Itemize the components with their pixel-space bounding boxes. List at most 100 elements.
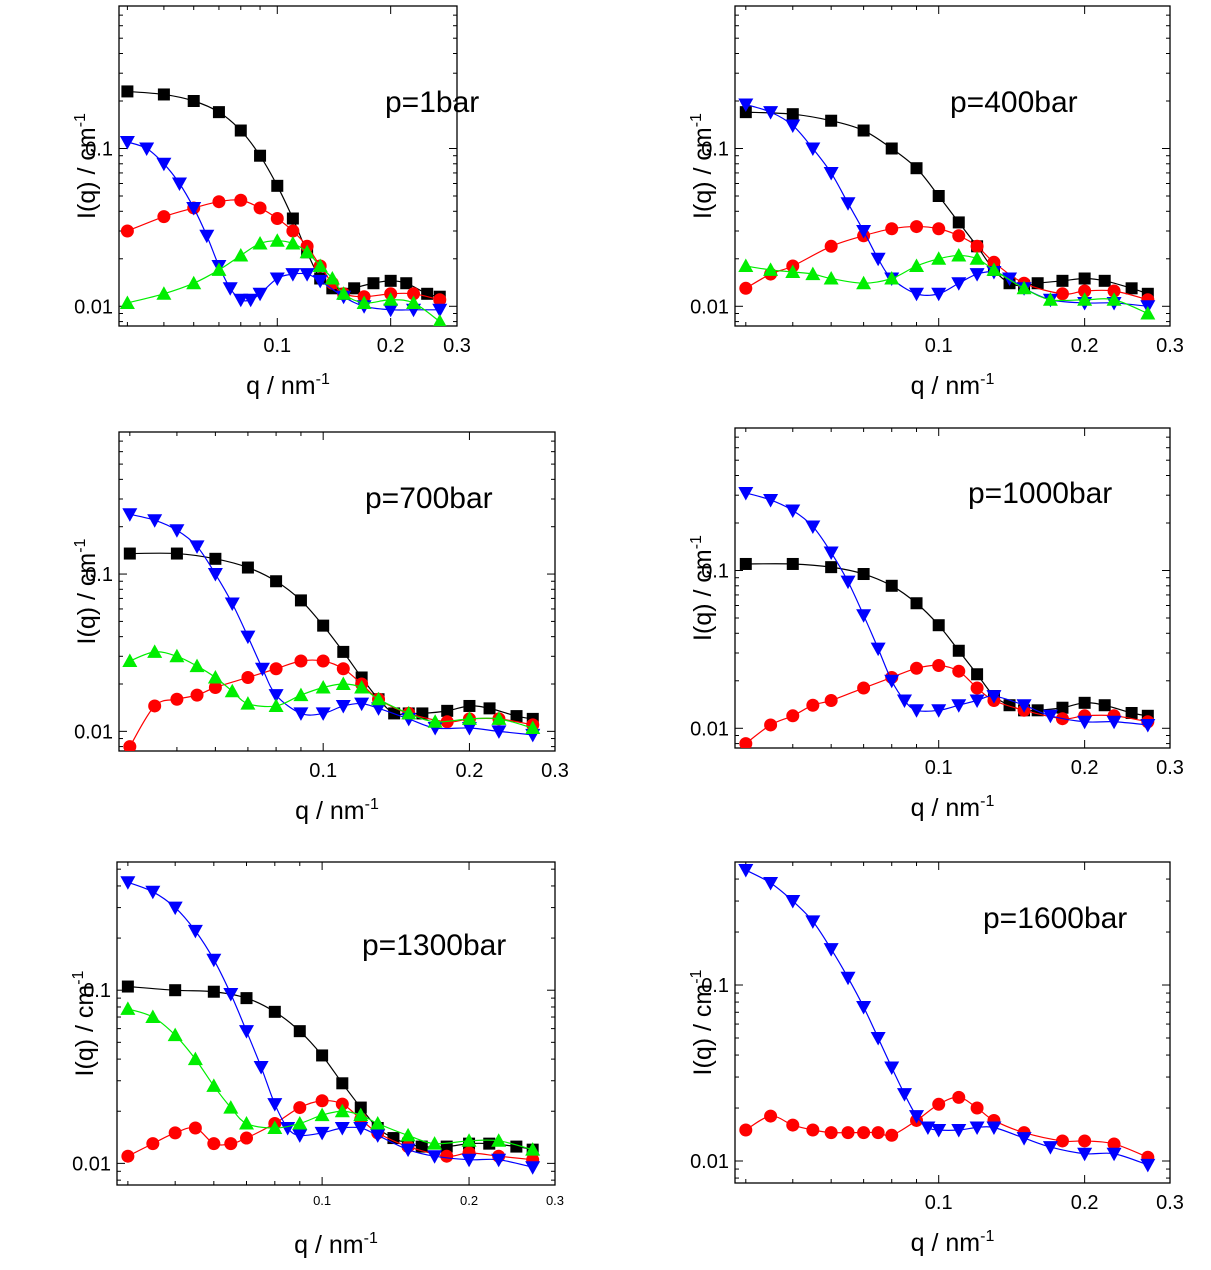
data-point xyxy=(952,216,965,229)
chart-panel-p400bar: p=400bar I(q) / cm-1 q / nm-1 0.1 0.2 0.3 0… xyxy=(688,5,1184,400)
data-point xyxy=(427,1136,443,1150)
data-point xyxy=(243,293,259,308)
data-point xyxy=(885,142,898,155)
data-point xyxy=(432,303,448,318)
data-point xyxy=(841,1126,855,1140)
data-point xyxy=(884,674,900,689)
data-point xyxy=(241,670,255,684)
panel-title: p=1bar xyxy=(385,86,479,119)
data-point xyxy=(190,688,204,702)
data-point xyxy=(224,597,240,611)
data-point xyxy=(223,988,239,1002)
y-axis-label: I(q) / cm-1 xyxy=(688,113,717,219)
data-point xyxy=(254,662,270,677)
data-point xyxy=(207,669,223,684)
data-point xyxy=(170,547,183,560)
series-triangle-down xyxy=(122,508,541,743)
series-square xyxy=(123,547,539,725)
chart-panel-p1300bar: p=1300bar I(q) / cm-1 q / nm-1 0.1 0.2 0.3… xyxy=(70,861,564,1259)
data-point xyxy=(268,1005,281,1018)
fit-line xyxy=(745,225,1148,301)
data-point xyxy=(805,266,821,281)
data-point xyxy=(316,1049,329,1062)
data-point xyxy=(299,268,315,282)
data-point xyxy=(510,710,523,723)
data-point xyxy=(1077,1147,1093,1162)
data-point xyxy=(324,271,340,285)
data-point xyxy=(525,720,541,735)
data-point xyxy=(267,1098,283,1112)
x-tick-label: 0.1 xyxy=(309,760,337,782)
data-point xyxy=(491,711,507,725)
data-point xyxy=(785,119,801,133)
series-square xyxy=(739,557,1154,722)
data-point xyxy=(1056,701,1069,714)
data-point xyxy=(1098,699,1111,712)
data-point xyxy=(123,547,136,560)
data-point xyxy=(268,689,284,703)
data-point xyxy=(240,1131,254,1145)
data-point xyxy=(1042,709,1058,724)
y-tick-label: 0.1 xyxy=(701,560,729,582)
data-point xyxy=(1042,292,1058,306)
data-point xyxy=(738,258,754,273)
panel-title: p=700bar xyxy=(365,482,493,515)
data-point xyxy=(896,1088,912,1102)
data-point xyxy=(857,1126,871,1140)
series-circle xyxy=(123,654,540,751)
data-point xyxy=(270,575,283,588)
data-point xyxy=(270,212,284,226)
data-point xyxy=(1078,1134,1092,1148)
y-tick-label: 0.01 xyxy=(690,1151,729,1173)
data-point xyxy=(786,108,799,121)
data-point xyxy=(491,725,507,739)
data-point xyxy=(123,740,137,751)
axis-ticks xyxy=(117,862,555,1185)
data-point xyxy=(400,1143,416,1158)
data-point xyxy=(383,303,399,318)
data-point xyxy=(120,876,136,890)
series-triangle-down xyxy=(738,864,1156,1173)
data-point xyxy=(433,314,447,326)
data-point xyxy=(1016,699,1032,713)
series-triangle-down xyxy=(738,486,1156,733)
series-circle xyxy=(739,220,1155,307)
data-point xyxy=(909,258,925,273)
data-point xyxy=(870,642,886,657)
data-point xyxy=(786,709,800,723)
axis-ticks xyxy=(735,6,1170,326)
data-point xyxy=(371,691,387,706)
data-point xyxy=(785,264,801,278)
data-point xyxy=(856,225,872,239)
data-point xyxy=(148,699,162,713)
data-point xyxy=(293,707,309,721)
data-point xyxy=(312,258,328,273)
data-point xyxy=(187,924,203,939)
data-point xyxy=(825,114,838,127)
data-point xyxy=(884,1061,900,1075)
data-point xyxy=(335,699,351,714)
y-axis-label: I(q) / cm-1 xyxy=(70,970,99,1076)
x-tick-label: 0.3 xyxy=(443,335,471,357)
x-axis-label: q / nm-1 xyxy=(295,796,379,825)
data-point xyxy=(156,157,172,172)
y-tick-label: 0.01 xyxy=(690,718,729,740)
x-tick-label: 0.2 xyxy=(456,760,484,782)
data-point xyxy=(825,561,838,574)
data-point xyxy=(739,281,753,295)
data-point xyxy=(931,251,947,265)
data-point xyxy=(763,262,779,276)
data-point xyxy=(356,295,372,309)
data-point xyxy=(738,98,754,113)
plot-frame xyxy=(734,427,1171,749)
x-tick-label: 0.1 xyxy=(313,1193,331,1208)
data-point xyxy=(910,597,923,610)
data-point xyxy=(483,702,496,715)
data-point xyxy=(909,704,925,718)
data-point xyxy=(427,1150,443,1164)
data-point xyxy=(739,557,752,570)
data-point xyxy=(139,142,155,156)
data-point xyxy=(885,222,899,236)
data-point xyxy=(335,676,351,690)
